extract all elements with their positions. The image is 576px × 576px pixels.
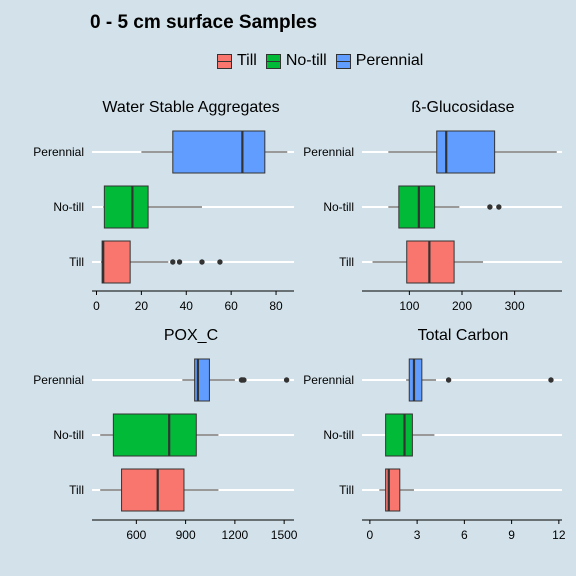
outlier-point <box>445 377 452 383</box>
category-label: Perennial <box>303 145 354 159</box>
outlier-point <box>548 377 554 383</box>
outlier-point <box>241 377 247 383</box>
panel-title: Total Carbon <box>418 327 509 344</box>
box-no-till <box>103 185 149 229</box>
panel-title: ß-Glucosidase <box>411 99 514 116</box>
legend-label-till: Till <box>237 52 257 69</box>
x-tick-label: 1500 <box>271 528 298 542</box>
legend-item-perennial: Perennial <box>335 52 424 70</box>
outlier-point <box>170 259 176 265</box>
category-label: No-till <box>323 200 354 214</box>
category-label: Till <box>69 255 84 269</box>
legend-key-till <box>217 53 232 69</box>
x-tick-label: 80 <box>269 299 283 313</box>
x-tick-label: 600 <box>126 528 146 542</box>
panel-title: Water Stable Aggregates <box>102 99 279 116</box>
x-tick-label: 9 <box>508 528 515 542</box>
box-till <box>101 240 131 284</box>
box-perennial <box>172 130 266 174</box>
outlier-point <box>176 259 183 265</box>
x-tick-label: 6 <box>461 528 468 542</box>
legend-key-perennial <box>335 53 351 69</box>
x-tick-label: 200 <box>452 299 472 313</box>
x-tick-label: 1200 <box>222 528 249 542</box>
category-label: No-till <box>323 428 354 442</box>
x-tick-label: 0 <box>367 528 374 542</box>
outlier-point <box>283 377 290 383</box>
outlier-point <box>217 259 223 265</box>
category-label: No-till <box>53 428 84 442</box>
chart-title: 0 - 5 cm surface Samples <box>90 12 318 33</box>
category-label: Till <box>339 255 354 269</box>
panel-title: POX_C <box>164 327 218 344</box>
x-tick-label: 40 <box>180 299 194 313</box>
category-label: Till <box>69 483 84 497</box>
legend-item-no-till: No-till <box>265 52 327 70</box>
box-perennial <box>408 358 423 402</box>
legend-key-no-till <box>265 53 281 69</box>
x-tick-label: 20 <box>135 299 149 313</box>
outlier-point <box>496 204 502 210</box>
category-label: Perennial <box>33 145 84 159</box>
x-tick-label: 100 <box>399 299 419 313</box>
category-label: Perennial <box>303 373 354 387</box>
category-label: Perennial <box>33 373 84 387</box>
x-tick-label: 900 <box>176 528 196 542</box>
category-label: Till <box>339 483 354 497</box>
outlier-point <box>487 204 493 210</box>
outlier-point <box>199 259 205 265</box>
box-till <box>121 468 185 512</box>
legend-label-perennial: Perennial <box>355 52 424 69</box>
box-no-till <box>398 185 436 229</box>
legend-item-till: Till <box>217 52 257 70</box>
box-no-till <box>385 413 413 457</box>
legend: Till No-till Perennial <box>217 50 432 72</box>
x-tick-label: 60 <box>224 299 238 313</box>
x-tick-label: 12 <box>552 528 566 542</box>
x-tick-label: 3 <box>414 528 421 542</box>
category-label: No-till <box>53 200 84 214</box>
x-tick-label: 300 <box>505 299 525 313</box>
legend-label-no-till: No-till <box>285 52 327 69</box>
box-no-till <box>112 413 197 457</box>
x-tick-label: 0 <box>93 299 100 313</box>
